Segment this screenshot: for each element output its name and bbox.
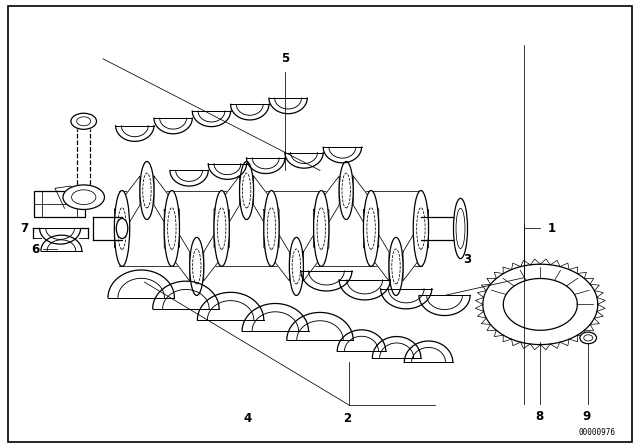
Ellipse shape	[189, 237, 204, 296]
Ellipse shape	[243, 173, 251, 208]
Polygon shape	[214, 176, 239, 247]
Ellipse shape	[392, 249, 400, 284]
Text: 7: 7	[20, 222, 29, 235]
Ellipse shape	[140, 161, 154, 220]
Text: 1: 1	[547, 222, 556, 235]
Polygon shape	[154, 176, 179, 247]
Ellipse shape	[317, 207, 326, 250]
Polygon shape	[364, 210, 389, 281]
Polygon shape	[353, 176, 379, 247]
Text: 9: 9	[583, 410, 591, 423]
Polygon shape	[314, 176, 339, 247]
Text: 8: 8	[535, 410, 543, 423]
Ellipse shape	[168, 207, 176, 250]
Ellipse shape	[72, 190, 96, 205]
Ellipse shape	[115, 190, 130, 267]
Text: 5: 5	[281, 52, 289, 65]
Text: 00000976: 00000976	[579, 428, 616, 438]
Ellipse shape	[292, 249, 301, 284]
Ellipse shape	[413, 190, 429, 267]
Ellipse shape	[268, 207, 276, 250]
Ellipse shape	[116, 219, 128, 238]
Polygon shape	[303, 210, 329, 281]
Ellipse shape	[289, 237, 303, 296]
Ellipse shape	[264, 190, 279, 267]
Text: 3: 3	[464, 253, 472, 266]
Ellipse shape	[214, 190, 229, 267]
Ellipse shape	[367, 207, 375, 250]
Polygon shape	[164, 210, 189, 281]
Ellipse shape	[454, 198, 467, 258]
Polygon shape	[264, 210, 289, 281]
Ellipse shape	[164, 190, 179, 267]
Text: 4: 4	[244, 412, 252, 425]
Ellipse shape	[63, 185, 104, 210]
Polygon shape	[115, 176, 140, 247]
Circle shape	[580, 332, 596, 344]
Polygon shape	[403, 210, 429, 281]
Ellipse shape	[342, 173, 350, 208]
Ellipse shape	[193, 249, 201, 284]
Text: 6: 6	[31, 243, 39, 256]
Ellipse shape	[314, 190, 329, 267]
Ellipse shape	[239, 161, 253, 220]
Ellipse shape	[417, 207, 425, 250]
Polygon shape	[204, 210, 229, 281]
Text: 2: 2	[344, 412, 351, 425]
Ellipse shape	[143, 173, 151, 208]
Ellipse shape	[364, 190, 379, 267]
Ellipse shape	[218, 207, 226, 250]
Ellipse shape	[456, 208, 465, 249]
Bar	[34, 190, 85, 217]
Ellipse shape	[77, 117, 91, 126]
Ellipse shape	[118, 207, 126, 250]
Ellipse shape	[339, 161, 353, 220]
Ellipse shape	[71, 113, 97, 129]
Ellipse shape	[389, 237, 403, 296]
Polygon shape	[253, 176, 279, 247]
Circle shape	[584, 335, 593, 341]
